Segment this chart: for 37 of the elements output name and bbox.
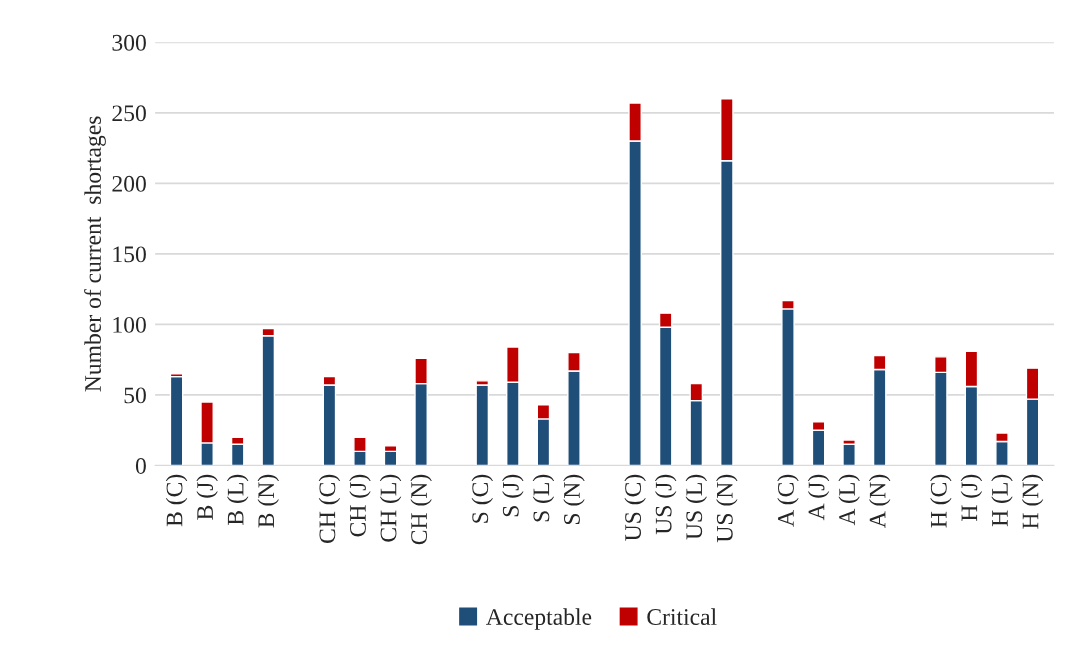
y-tick-label: 300: [112, 34, 146, 51]
x-tick-label: S (L): [532, 474, 555, 522]
x-tick-label: H (J): [960, 474, 983, 521]
bar: [475, 384, 490, 466]
legend-label: Critical: [647, 608, 717, 625]
y-tick-label: 200: [112, 175, 146, 192]
x-tick-label: H (N): [1021, 474, 1044, 529]
x-tick-label: S (N): [563, 474, 585, 525]
x-tick-label: CH (J): [349, 474, 371, 537]
legend-label: Acceptable: [486, 608, 592, 630]
x-tick-label: B (C): [165, 474, 188, 527]
y-axis-title: Number of current shortages: [84, 116, 106, 392]
bar: [169, 375, 184, 466]
x-tick-label: US (L): [685, 474, 707, 540]
x-tick-label: CH (N): [410, 474, 432, 545]
x-tick-label: H (C): [930, 474, 952, 528]
y-tick-label: 50: [124, 387, 146, 404]
x-tick-label: B (J): [196, 474, 218, 520]
bar: [842, 443, 856, 466]
x-tick-label: S (J): [502, 474, 524, 517]
x-tick-label: S (C): [471, 474, 493, 523]
y-tick-label: 150: [113, 246, 146, 263]
y-tick-label: 250: [112, 105, 146, 122]
y-tick-label: 0: [135, 457, 146, 474]
x-tick-label: A (C): [777, 474, 799, 527]
x-tick-label: CH (C): [318, 474, 341, 543]
x-tick-label: CH (L): [379, 474, 402, 542]
x-tick-label: A (N): [868, 474, 891, 528]
x-tick-label: A (J): [807, 474, 830, 521]
x-tick-label: A (L): [838, 474, 860, 526]
y-tick-label: 100: [113, 316, 146, 333]
x-tick-label: US (C): [624, 474, 646, 541]
x-tick-label: B (L): [226, 474, 249, 525]
x-tick-label: H (L): [991, 474, 1013, 527]
x-tick-label: US (J): [654, 474, 677, 535]
x-tick-label: US (N): [716, 474, 738, 543]
x-tick-label: B (N): [257, 474, 279, 528]
